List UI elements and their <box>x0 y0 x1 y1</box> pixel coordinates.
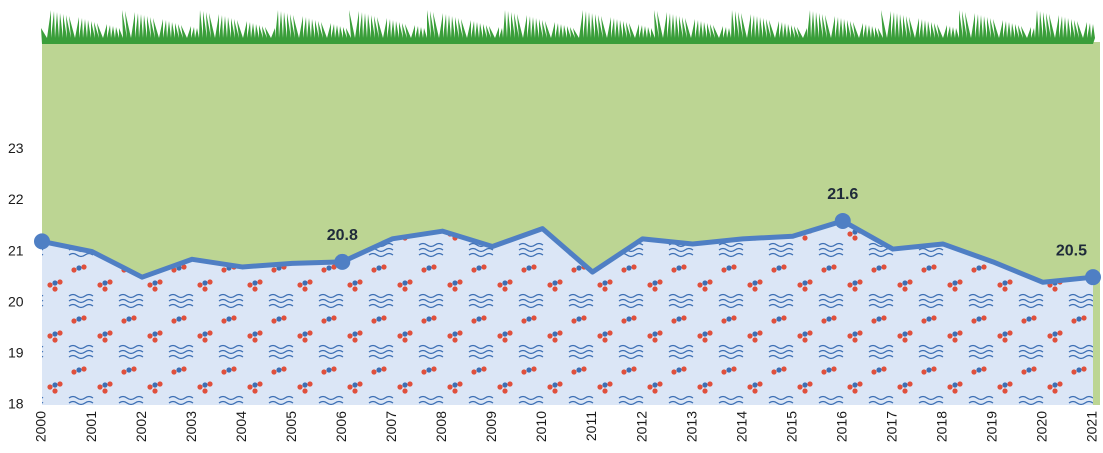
water-pattern <box>42 220 1093 405</box>
x-tick-label: 2002 <box>133 411 149 442</box>
y-tick-label: 23 <box>8 140 24 156</box>
x-tick-label: 2000 <box>33 411 49 442</box>
value-label: 20.5 <box>1056 242 1087 259</box>
marker <box>34 233 50 250</box>
x-tick-label: 2004 <box>233 411 249 442</box>
marker <box>334 253 351 270</box>
x-tick-label: 2011 <box>583 411 599 441</box>
x-tick-label: 2018 <box>934 411 950 442</box>
y-tick-label: 18 <box>8 396 24 412</box>
x-tick-label: 2010 <box>533 411 549 442</box>
x-tick-label: 2015 <box>783 411 799 442</box>
value-label: 21.6 <box>827 186 858 203</box>
x-tick-label: 2006 <box>333 411 349 442</box>
grass <box>41 10 1095 44</box>
x-tick-label: 2008 <box>433 411 449 442</box>
line <box>41 218 1094 285</box>
x-tick-label: 2020 <box>1034 411 1050 442</box>
y-tick-label: 20 <box>8 293 24 309</box>
x-tick-label: 2009 <box>483 411 499 442</box>
y-tick-label: 19 <box>8 345 24 361</box>
x-tick-label: 2021 <box>1084 411 1100 442</box>
x-tick-label: 2017 <box>884 411 900 442</box>
y-tick-label: 21 <box>8 242 24 258</box>
x-tick-label: 2001 <box>83 411 99 442</box>
y-tick-label: 22 <box>8 191 24 207</box>
x-tick-label: 2007 <box>383 411 399 442</box>
x-tick-label: 2013 <box>683 411 699 442</box>
x-tick-label: 2016 <box>833 411 849 442</box>
x-tick-label: 2012 <box>633 411 649 442</box>
x-tick-label: 2014 <box>733 411 749 442</box>
value-label: 20.8 <box>327 227 358 244</box>
marker <box>834 212 851 229</box>
x-tick-label: 2003 <box>183 411 199 442</box>
x-tick-label: 2005 <box>283 411 299 442</box>
x-tick-label: 2019 <box>984 411 1000 442</box>
marker <box>1085 269 1101 286</box>
